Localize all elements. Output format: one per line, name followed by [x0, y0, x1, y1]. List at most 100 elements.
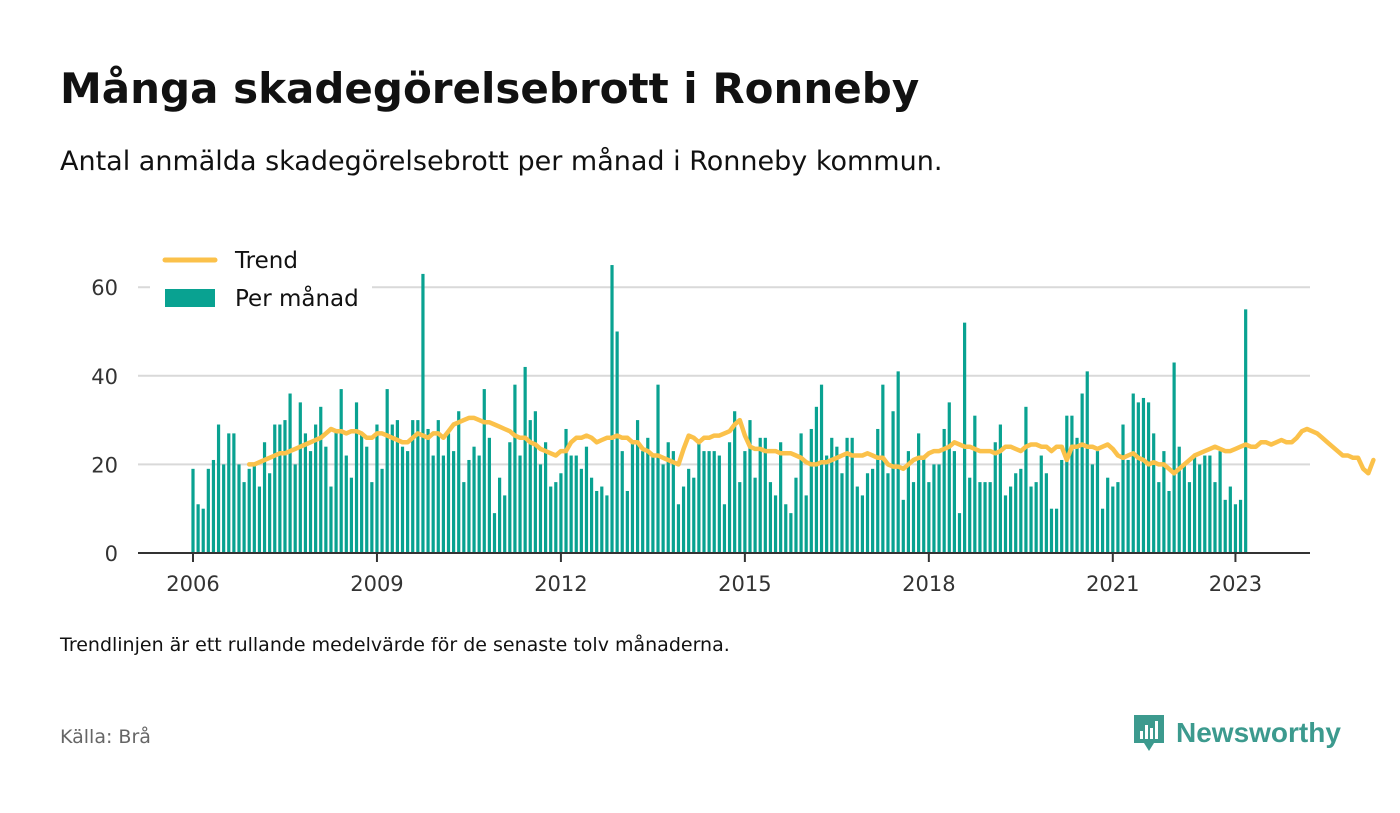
legend: Trend Per månad	[150, 243, 372, 319]
bar	[983, 482, 987, 553]
bar	[222, 464, 226, 553]
bar	[349, 477, 354, 553]
bar	[753, 477, 757, 553]
bar	[911, 482, 916, 553]
bar	[298, 402, 302, 553]
bar	[211, 459, 216, 553]
bar	[656, 384, 660, 553]
bar	[927, 482, 931, 553]
bar	[431, 455, 435, 553]
bar	[564, 428, 568, 553]
x-tick-label: 2023	[1209, 572, 1262, 596]
bar	[1223, 499, 1227, 553]
bar	[569, 455, 573, 553]
bar	[1070, 415, 1074, 553]
bar	[549, 486, 553, 553]
bar	[942, 428, 946, 553]
bar	[651, 455, 655, 553]
bar	[1162, 451, 1166, 553]
bar	[206, 468, 210, 553]
bar	[196, 504, 200, 553]
bar	[917, 433, 921, 553]
bar	[288, 393, 292, 553]
bar	[738, 482, 742, 553]
bar	[237, 464, 241, 553]
legend-bar-swatch	[165, 289, 215, 307]
bar	[860, 495, 865, 553]
bar	[242, 482, 246, 553]
bar	[390, 424, 394, 553]
bar	[1116, 482, 1120, 553]
bar	[707, 451, 711, 553]
chart-subtitle: Antal anmälda skadegörelsebrott per måna…	[60, 146, 943, 177]
bar	[840, 473, 844, 553]
bar	[671, 451, 675, 553]
bar	[1009, 486, 1013, 553]
bar	[477, 455, 481, 553]
brand-logo[interactable]: Newsworthy	[1132, 712, 1341, 754]
bar	[763, 437, 767, 553]
bar	[1039, 455, 1043, 553]
bar	[881, 384, 885, 553]
bar	[952, 451, 956, 553]
bar	[426, 428, 430, 553]
bar	[630, 442, 635, 553]
bar	[1167, 490, 1171, 553]
bar	[1060, 459, 1064, 553]
bar	[1192, 455, 1197, 553]
bar	[278, 424, 282, 553]
bar	[1157, 482, 1161, 553]
bar	[697, 442, 701, 553]
bar	[1100, 508, 1105, 553]
bar	[257, 486, 262, 553]
bar	[344, 455, 348, 553]
bar	[825, 455, 829, 553]
bar	[400, 446, 405, 553]
bar	[482, 389, 486, 553]
bar	[932, 464, 936, 553]
x-tick-label: 2018	[902, 572, 955, 596]
bar	[370, 482, 374, 553]
y-axis-ticks: 0 20 40 60	[91, 276, 118, 566]
bar	[528, 420, 532, 553]
bar	[993, 442, 997, 553]
bar	[314, 424, 318, 553]
bar	[891, 411, 895, 553]
bar	[1233, 504, 1238, 553]
bar	[523, 366, 527, 553]
bar	[605, 495, 609, 553]
bar	[1208, 455, 1212, 553]
bar	[717, 455, 721, 553]
bar	[1034, 482, 1038, 553]
bar	[247, 468, 251, 553]
bar	[845, 437, 849, 553]
bar	[508, 442, 512, 553]
bar	[1131, 393, 1135, 553]
bar	[1080, 393, 1084, 553]
bar	[421, 273, 425, 553]
bar	[518, 455, 522, 553]
x-tick-label: 2009	[350, 572, 403, 596]
bar	[498, 477, 502, 553]
bar	[436, 420, 440, 553]
bar	[1187, 482, 1192, 553]
bar	[1126, 459, 1130, 553]
bar	[727, 442, 732, 553]
bar	[216, 424, 221, 553]
newsworthy-logo-icon	[1134, 715, 1164, 751]
bar	[385, 389, 389, 553]
bar	[835, 446, 839, 553]
bar	[947, 402, 951, 553]
bar	[794, 477, 798, 553]
bar	[595, 490, 599, 553]
bar	[1111, 486, 1115, 553]
bar	[472, 446, 476, 553]
y-tick-label: 20	[91, 453, 118, 477]
bar	[620, 451, 624, 553]
bar	[819, 384, 824, 553]
bar	[1172, 362, 1176, 553]
x-tick-label: 2015	[718, 572, 771, 596]
x-tick-label: 2012	[534, 572, 587, 596]
bar	[457, 411, 461, 553]
